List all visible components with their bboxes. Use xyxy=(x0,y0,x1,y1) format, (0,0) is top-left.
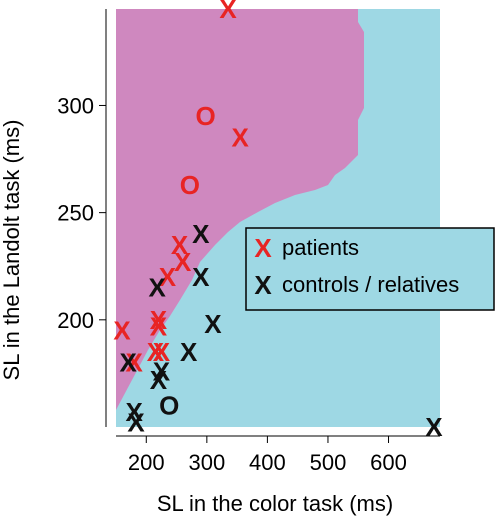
data-point: X xyxy=(180,337,198,367)
x-ticks: 200 300 400 500 600 xyxy=(128,436,407,475)
x-tick-label: 300 xyxy=(188,450,225,475)
y-tick-label: 200 xyxy=(57,308,94,333)
plot-background xyxy=(116,9,440,427)
data-point: X xyxy=(159,262,177,292)
data-point: X xyxy=(149,273,167,303)
data-point: X xyxy=(127,408,145,438)
data-point: X xyxy=(192,262,210,292)
patients-region xyxy=(116,9,364,410)
data-point: X xyxy=(153,337,171,367)
data-point: X xyxy=(113,316,131,346)
legend-label-controls: controls / relatives xyxy=(282,272,459,297)
data-point: O xyxy=(196,101,216,131)
data-point: X xyxy=(204,309,222,339)
x-tick-label: 600 xyxy=(370,450,407,475)
data-point: O xyxy=(180,170,200,200)
data-point: X xyxy=(150,305,168,335)
data-point: X xyxy=(150,365,168,395)
y-tick-label: 300 xyxy=(57,93,94,118)
data-point: X xyxy=(125,397,143,427)
data-point: X xyxy=(125,348,143,378)
x-tick-label: 400 xyxy=(249,450,286,475)
data-point: X xyxy=(119,348,137,378)
axes: 200 300 400 500 600 200 250 300 SL in the colo… xyxy=(0,9,440,516)
data-point: X xyxy=(219,0,237,24)
x-tick-label: 500 xyxy=(310,450,347,475)
legend: X patients X controls / relatives xyxy=(245,227,495,311)
legend-symbol-controls: X xyxy=(254,270,272,300)
y-axis-title: SL in the Landolt task (ms) xyxy=(0,120,24,381)
data-point: X xyxy=(171,230,189,260)
data-point: X xyxy=(147,337,165,367)
data-point: X xyxy=(192,219,210,249)
legend-symbol-patients: X xyxy=(254,233,272,263)
data-point: X xyxy=(153,356,171,386)
y-tick-label: 250 xyxy=(57,201,94,226)
legend-label-patients: patients xyxy=(282,235,359,260)
legend-box xyxy=(245,227,495,311)
x-tick-label: 200 xyxy=(128,450,165,475)
data-point: X xyxy=(425,412,443,442)
data-point: X xyxy=(174,247,192,277)
data-point: X xyxy=(231,123,249,153)
data-point: O xyxy=(159,391,179,421)
data-point: X xyxy=(150,311,168,341)
y-ticks: 200 250 300 xyxy=(57,93,106,333)
x-axis-title: SL in the color task (ms) xyxy=(157,491,393,516)
